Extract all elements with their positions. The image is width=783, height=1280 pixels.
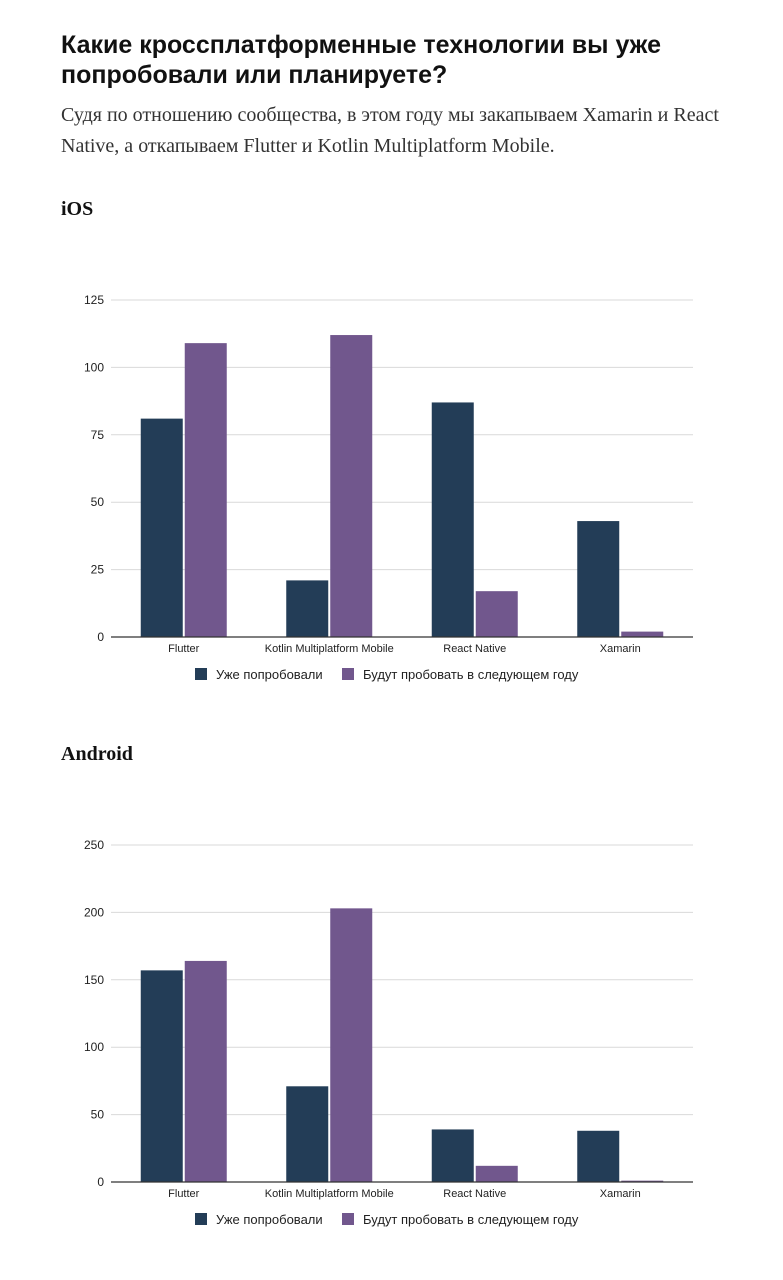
y-tick-label: 125 bbox=[84, 293, 104, 307]
bar bbox=[140, 418, 183, 637]
bar bbox=[286, 1086, 329, 1182]
x-category-label: Kotlin Multiplatform Mobile bbox=[265, 643, 394, 655]
x-category-label: Flutter bbox=[168, 643, 200, 655]
legend-label: Будут пробовать в следующем году bbox=[363, 667, 579, 682]
legend-label: Будут пробовать в следующем году bbox=[363, 1212, 579, 1227]
y-tick-label: 25 bbox=[91, 563, 105, 577]
page-title: Какие кроссплатформенные технологии вы у… bbox=[61, 31, 661, 89]
y-tick-label: 250 bbox=[84, 838, 104, 852]
bar bbox=[431, 1129, 474, 1182]
android-bar-chart: 0 50 100 150 200 250 Flutter Kotlin Multiplatfo… bbox=[84, 838, 693, 1227]
x-category-label: React Native bbox=[443, 1188, 506, 1200]
bar bbox=[621, 631, 664, 637]
x-category-label: Kotlin Multiplatform Mobile bbox=[265, 1188, 394, 1200]
bar bbox=[621, 1180, 664, 1182]
legend-swatch bbox=[342, 1213, 354, 1225]
x-category-label: Flutter bbox=[168, 1188, 200, 1200]
bar bbox=[475, 591, 518, 637]
y-tick-label: 100 bbox=[84, 360, 104, 374]
y-tick-label: 0 bbox=[97, 630, 104, 644]
x-category-label: Xamarin bbox=[600, 1188, 641, 1200]
bar bbox=[184, 960, 227, 1182]
bar bbox=[475, 1165, 518, 1182]
bar bbox=[577, 1130, 620, 1182]
x-category-label: React Native bbox=[443, 643, 506, 655]
y-tick-label: 150 bbox=[84, 973, 104, 987]
y-tick-label: 100 bbox=[84, 1040, 104, 1054]
android-chart-title: Android bbox=[61, 743, 133, 765]
page-subtitle: Судя по отношению сообщества, в этом год… bbox=[61, 104, 719, 157]
bar bbox=[140, 970, 183, 1182]
bar bbox=[184, 343, 227, 637]
bar bbox=[330, 908, 373, 1182]
y-tick-label: 0 bbox=[97, 1175, 104, 1189]
y-tick-label: 50 bbox=[91, 1108, 105, 1122]
legend-swatch bbox=[195, 668, 207, 680]
bar bbox=[330, 335, 373, 637]
bar bbox=[431, 402, 474, 637]
legend-label: Уже попробовали bbox=[216, 1212, 323, 1227]
y-tick-label: 50 bbox=[91, 495, 105, 509]
y-tick-label: 200 bbox=[84, 905, 104, 919]
y-tick-label: 75 bbox=[91, 428, 105, 442]
legend-label: Уже попробовали bbox=[216, 667, 323, 682]
x-category-label: Xamarin bbox=[600, 643, 641, 655]
bar bbox=[577, 521, 620, 637]
bar bbox=[286, 580, 329, 637]
ios-chart-title: iOS bbox=[61, 198, 94, 220]
legend-swatch bbox=[195, 1213, 207, 1225]
ios-bar-chart: 0 25 50 75 100 125 Flutter Kotlin Multiplatform… bbox=[84, 293, 693, 682]
legend-swatch bbox=[342, 668, 354, 680]
